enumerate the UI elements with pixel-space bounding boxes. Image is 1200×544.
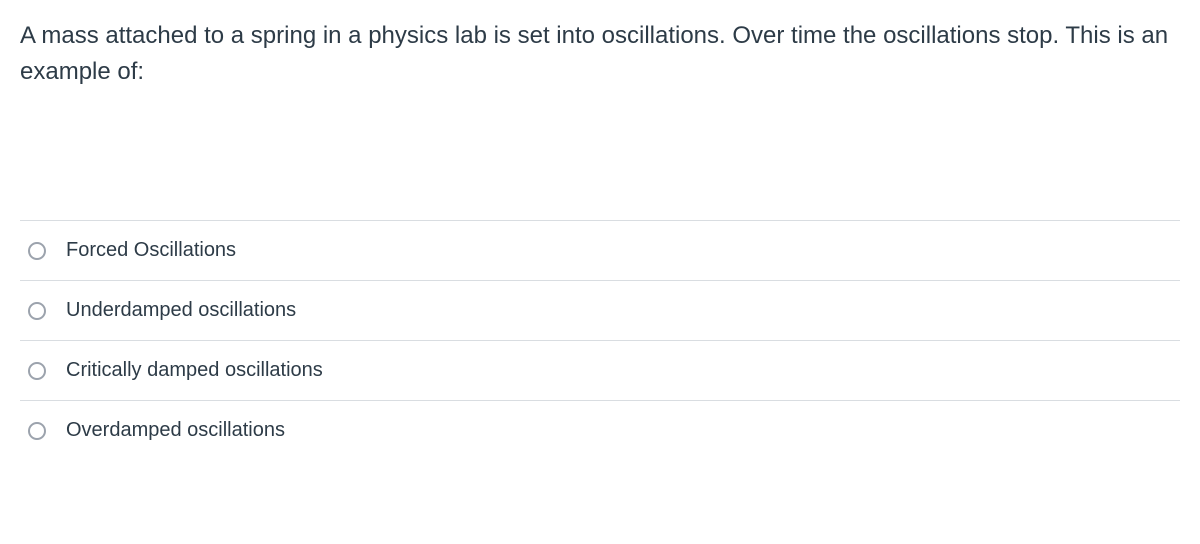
radio-icon[interactable] xyxy=(28,302,46,320)
option-label: Overdamped oscillations xyxy=(66,419,285,442)
question-container: A mass attached to a spring in a physics… xyxy=(0,0,1200,478)
option-label: Critically damped oscillations xyxy=(66,359,323,382)
radio-icon[interactable] xyxy=(28,422,46,440)
options-list: Forced Oscillations Underdamped oscillat… xyxy=(20,220,1180,460)
option-row-overdamped[interactable]: Overdamped oscillations xyxy=(20,400,1180,460)
option-label: Underdamped oscillations xyxy=(66,299,296,322)
option-row-underdamped[interactable]: Underdamped oscillations xyxy=(20,280,1180,340)
option-row-critically-damped[interactable]: Critically damped oscillations xyxy=(20,340,1180,400)
radio-icon[interactable] xyxy=(28,242,46,260)
option-row-forced[interactable]: Forced Oscillations xyxy=(20,220,1180,280)
option-label: Forced Oscillations xyxy=(66,239,236,262)
question-text: A mass attached to a spring in a physics… xyxy=(20,18,1180,90)
radio-icon[interactable] xyxy=(28,362,46,380)
